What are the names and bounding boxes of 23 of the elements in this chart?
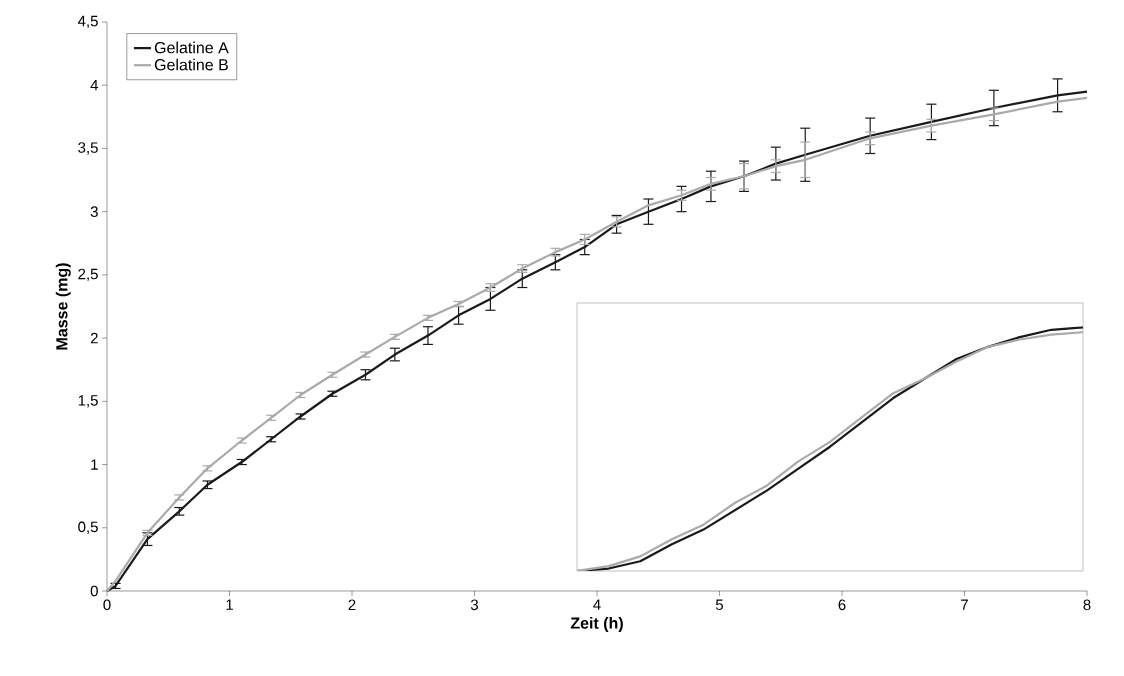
y-tick-label: 0,5	[78, 521, 98, 534]
legend-label: Gelatine B	[154, 58, 228, 71]
y-axis-title: Masse (mg)	[55, 263, 71, 350]
y-tick-label: 1	[91, 459, 98, 470]
x-tick-label: 1	[226, 599, 233, 610]
y-tick-label: 3,5	[78, 142, 98, 155]
y-tick-label: 4	[90, 80, 99, 91]
x-tick-label: 3	[470, 599, 479, 611]
y-tick-label: 2,5	[78, 268, 98, 282]
y-tick-label: 1,5	[78, 395, 98, 408]
y-tick-label: 3	[90, 206, 98, 217]
y-tick-label: 4,5	[77, 15, 98, 29]
legend-label: Gelatine A	[154, 41, 229, 54]
x-tick-label: 7	[961, 599, 968, 610]
x-tick-label: 0	[103, 599, 111, 611]
x-tick-label: 2	[348, 599, 356, 610]
x-tick-label: 4	[593, 599, 601, 610]
y-tick-label: 2	[90, 332, 98, 344]
y-tick-label: 0	[90, 585, 98, 597]
x-tick-label: 6	[838, 599, 846, 611]
x-tick-label: 5	[715, 599, 724, 610]
x-tick-label: 8	[1083, 599, 1091, 611]
x-axis-title: Zeit (h)	[570, 617, 623, 632]
